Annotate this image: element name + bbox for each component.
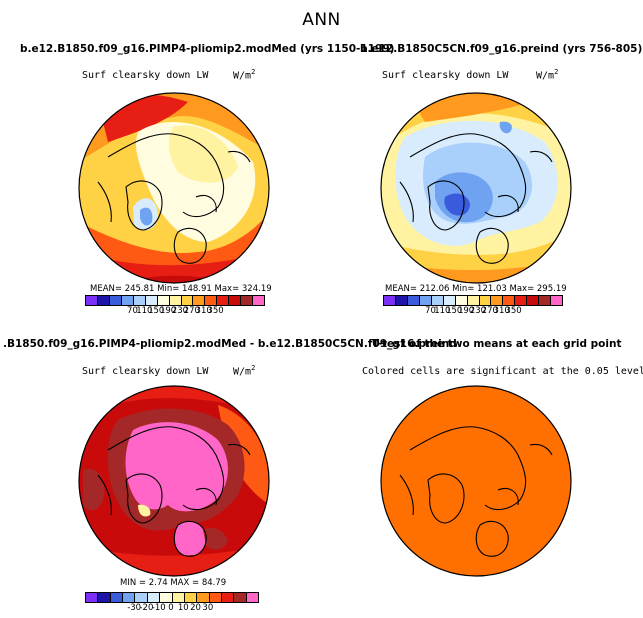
colorbar-tick-label: -10 [151,603,166,613]
colorbar-swatch [221,593,235,602]
colorbar-swatch [407,296,420,305]
colorbar-tick-label: 20 [190,603,201,613]
colorbar-swatch [395,296,408,305]
colorbar-swatch [193,296,206,305]
panel-1-units: W/m2 [233,68,256,82]
panel-2-colorbar-ticks: 70 110 150 190 230 270 310 350 [383,306,561,318]
panel-1-colorbar-ticks: 70 110 150 190 230 270 310 350 [85,306,263,318]
colorbar-tick-label: 270 [183,306,200,316]
colorbar-tick-label: 10 [177,603,189,613]
panel-3-colorbar [85,592,259,603]
colorbar-swatch [209,593,222,602]
colorbar-swatch [197,593,210,602]
panel-3-polar-map [78,385,270,577]
colorbar-swatch [551,296,563,305]
colorbar-swatch [229,296,242,305]
colorbar-tick-label: 230 [171,306,189,316]
panel-1-colorbar [85,295,265,306]
colorbar-swatch [253,296,265,305]
colorbar-tick-label: 350 [207,306,224,316]
colorbar-swatch [205,296,218,305]
colorbar-swatch [384,296,396,305]
colorbar-swatch [455,296,468,305]
colorbar-tick-label: 150 [446,306,463,316]
colorbar-swatch [217,296,230,305]
panel-3-stats: MIN = 2.74 MAX = 84.79 [120,578,227,588]
colorbar-swatch [491,296,504,305]
colorbar-swatch [503,296,516,305]
colorbar-swatch [123,593,136,602]
panel-4-title: T-test of the two means at each grid poi… [372,338,622,350]
panel-1-variable: Surf clearsky down LW [82,70,209,81]
colorbar-swatch [431,296,444,305]
colorbar-tick-label: 110 [434,306,451,316]
colorbar-tick-label: 230 [469,306,487,316]
colorbar-tick-label: 150 [148,306,165,316]
colorbar-swatch [419,296,432,305]
panel-2-colorbar [383,295,563,306]
colorbar-swatch [172,593,185,602]
colorbar-tick-label: 310 [195,306,212,316]
colorbar-tick-label: 70 [127,306,138,316]
colorbar-tick-label: 190 [457,306,475,316]
colorbar-swatch [467,296,480,305]
colorbar-swatch [86,593,99,602]
panel-2-units: W/m2 [536,68,559,82]
colorbar-swatch [97,296,110,305]
colorbar-swatch [86,296,98,305]
colorbar-swatch [184,593,198,602]
colorbar-tick-label: 190 [159,306,177,316]
colorbar-swatch [181,296,194,305]
colorbar-tick-label: 270 [481,306,498,316]
colorbar-tick-label: 310 [493,306,510,316]
colorbar-swatch [98,593,111,602]
panel-1-polar-map [78,92,270,284]
colorbar-tick-label: 70 [425,306,436,316]
panel-2-variable: Surf clearsky down LW [382,70,509,81]
panel-3-units: W/m2 [233,364,256,378]
panel-4-polar-map [380,385,572,577]
panel-3-colorbar-ticks: -30 -20 -10 0 10 20 30 [85,603,257,615]
colorbar-tick-label: 30 [202,603,214,613]
colorbar-swatch [110,593,124,602]
panel-2-polar-map [380,92,572,284]
colorbar-swatch [539,296,552,305]
colorbar-swatch [515,296,528,305]
figure-title: ANN [302,10,341,30]
colorbar-swatch [234,593,247,602]
panel-2-stats: MEAN= 212.06 Min= 121.03 Max= 295.19 [385,284,567,294]
colorbar-swatch [443,296,456,305]
colorbar-tick-label: 110 [136,306,153,316]
colorbar-swatch [241,296,254,305]
panel-1-title: b.e12.B1850.f09_g16.PIMP4-pliomip2.modMe… [20,43,395,55]
colorbar-swatch [133,296,146,305]
colorbar-swatch [145,296,158,305]
colorbar-swatch [147,593,161,602]
colorbar-tick-label: 0 [168,603,174,613]
colorbar-tick-label: -30 [127,603,142,613]
panel-3-variable: Surf clearsky down LW [82,366,209,377]
colorbar-swatch [109,296,122,305]
colorbar-tick-label: 350 [505,306,522,316]
panel-4-note: Colored cells are significant at the 0.0… [362,366,643,377]
colorbar-swatch [135,593,148,602]
colorbar-swatch [157,296,170,305]
panel-1-stats: MEAN= 245.81 Min= 148.91 Max= 324.19 [90,284,272,294]
colorbar-swatch [160,593,173,602]
colorbar-swatch [169,296,182,305]
panel-3-title: .B1850.f09_g16.PIMP4-pliomip2.modMed - b… [3,338,457,350]
colorbar-swatch [527,296,540,305]
colorbar-tick-label: -20 [139,603,154,613]
panel-2-title: b.e12.B1850C5CN.f09_g16.preind (yrs 756-… [360,43,643,55]
colorbar-swatch [121,296,134,305]
colorbar-swatch [479,296,492,305]
colorbar-swatch [246,593,259,602]
